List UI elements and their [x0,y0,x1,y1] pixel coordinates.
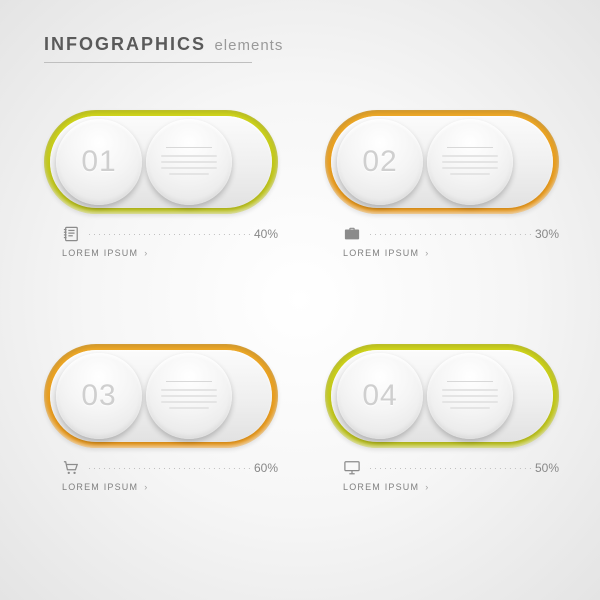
placeholder-line [442,161,498,163]
number-circle: 03 [56,353,142,439]
item-label: LOREM IPSUM [62,248,138,258]
infographic-item: 04 ··································· 50%… [325,344,559,492]
placeholder-line [161,161,217,163]
placeholder-line [442,155,498,157]
text-circle [146,119,232,205]
meta-row: ··································· 50% [325,460,559,476]
item-number: 03 [81,379,116,413]
text-circle [146,353,232,439]
pill: 01 [44,110,278,214]
item-number: 02 [362,145,397,179]
infographic-item: 01 ··································· 40%… [44,110,278,258]
chevron-right-icon: › [425,482,428,492]
meta-row: ··································· 60% [44,460,278,476]
item-label: LOREM IPSUM [62,482,138,492]
placeholder-line [450,173,490,175]
placeholder-line [161,401,217,403]
placeholder-line [161,395,217,397]
pill: 04 [325,344,559,448]
item-number: 04 [362,379,397,413]
cart-icon [62,460,80,476]
placeholder-heading [447,147,493,148]
placeholder-line [161,155,217,157]
dotted-leader: ··································· [369,463,531,473]
chevron-right-icon: › [144,248,147,258]
meta-row: ··································· 40% [44,226,278,242]
number-circle: 01 [56,119,142,205]
item-label: LOREM IPSUM [343,482,419,492]
infographic-grid: 01 ··································· 40%… [44,110,560,492]
pill-inner: 03 [50,350,272,442]
chevron-right-icon: › [144,482,147,492]
page-header: INFOGRAPHICS elements [44,34,283,55]
dotted-leader: ··································· [369,229,531,239]
placeholder-line [442,389,498,391]
placeholder-heading [166,147,212,148]
item-number: 01 [81,145,116,179]
number-circle: 02 [337,119,423,205]
pill-inner: 04 [331,350,553,442]
placeholder-line [161,389,217,391]
chevron-right-icon: › [425,248,428,258]
placeholder-line [161,167,217,169]
pill: 03 [44,344,278,448]
percent-value: 50% [535,461,559,475]
text-circle [427,353,513,439]
placeholder-line [442,401,498,403]
monitor-icon [343,460,361,476]
label-row: LOREM IPSUM › [44,482,278,492]
infographic-item: 03 ··································· 60%… [44,344,278,492]
pill-inner: 02 [331,116,553,208]
infographic-item: 02 ··································· 30%… [325,110,559,258]
placeholder-line [450,407,490,409]
placeholder-heading [166,381,212,382]
pill-inner: 01 [50,116,272,208]
title-sub: elements [214,37,283,54]
title-main: INFOGRAPHICS [44,34,206,54]
label-row: LOREM IPSUM › [325,248,559,258]
label-row: LOREM IPSUM › [44,248,278,258]
placeholder-line [442,167,498,169]
briefcase-icon [343,226,361,242]
placeholder-heading [447,381,493,382]
meta-row: ··································· 30% [325,226,559,242]
placeholder-line [169,173,209,175]
placeholder-line [442,395,498,397]
text-circle [427,119,513,205]
item-label: LOREM IPSUM [343,248,419,258]
number-circle: 04 [337,353,423,439]
header-rule [44,62,252,63]
percent-value: 30% [535,227,559,241]
percent-value: 40% [254,227,278,241]
dotted-leader: ··································· [88,463,250,473]
placeholder-line [169,407,209,409]
label-row: LOREM IPSUM › [325,482,559,492]
notebook-icon [62,226,80,242]
dotted-leader: ··································· [88,229,250,239]
percent-value: 60% [254,461,278,475]
pill: 02 [325,110,559,214]
